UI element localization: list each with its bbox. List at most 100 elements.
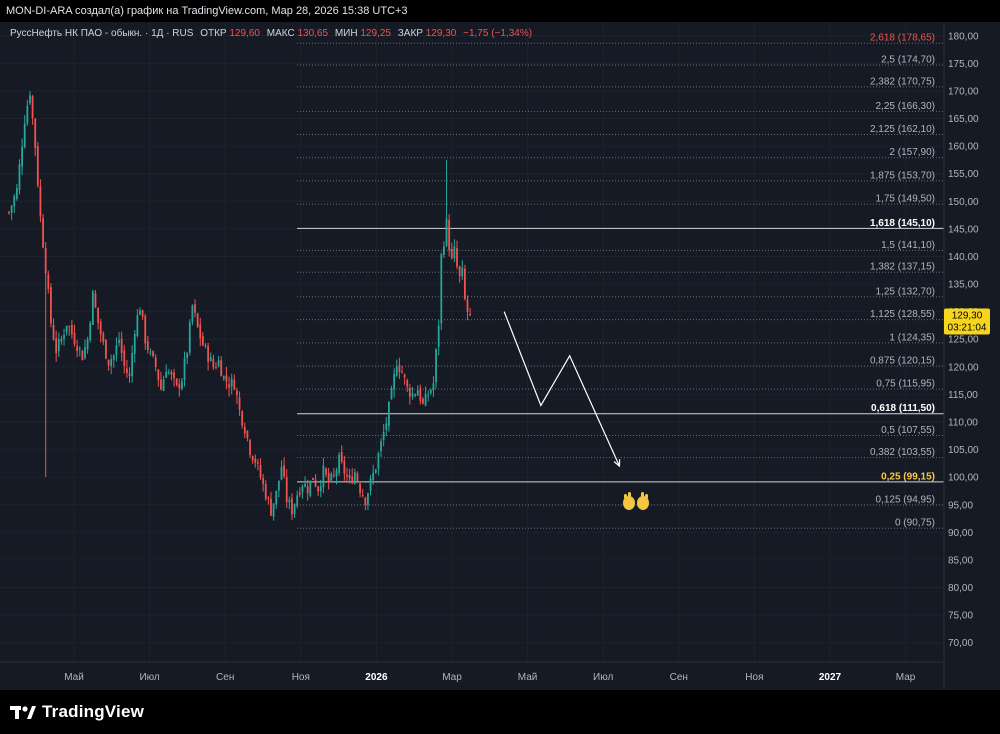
candle-body [170, 371, 173, 375]
candle-body [13, 196, 16, 207]
candle-body [398, 364, 401, 372]
candle-body [128, 373, 131, 376]
fib-level-label: 0,125 (94,95) [876, 495, 936, 506]
price-tick-label: 150,00 [948, 197, 979, 208]
current-price-badge: 129,30 03:21:04 [944, 308, 990, 335]
candle-body [461, 267, 464, 277]
legend-high: 130,65 [297, 28, 328, 39]
candle-body [10, 205, 13, 213]
candle-body [215, 367, 217, 369]
bar-countdown: 03:21:04 [948, 323, 987, 334]
scenario-line [503, 311, 621, 467]
price-tick-label: 175,00 [948, 59, 979, 70]
candle-body [285, 477, 288, 502]
fib-level-label: 0,618 (111,50) [871, 403, 935, 414]
symbol-legend: РуссНефть НК ПАО - обыкн. · 1Д · RUS ОТК… [10, 27, 532, 39]
candle-body [348, 474, 351, 479]
time-axis[interactable]: Май Июл Сен Ноя 2026 Мар Май Июл Сен Ноя 2027 Мар [64, 672, 916, 683]
legend-low-label: МИН [335, 28, 358, 39]
candle-body [42, 218, 44, 248]
candle-body [296, 495, 299, 507]
candle-body [60, 338, 63, 342]
candle-body [63, 334, 65, 340]
grid-lines [0, 22, 944, 662]
fib-level-label: 1,875 (153,70) [870, 170, 935, 181]
candle-body [435, 349, 437, 383]
fibonacci-extension[interactable]: 2,618 (178,65) 2,5 (174,70) 2,382 (170,75)… [297, 33, 944, 529]
candle-body [448, 219, 451, 251]
candle-body [327, 473, 330, 483]
time-tick-label: 2026 [365, 672, 388, 683]
candle-body [312, 477, 314, 480]
candle-body [288, 499, 291, 503]
price-tick-label: 160,00 [948, 142, 979, 153]
candle-body [319, 486, 322, 492]
candle-body [131, 353, 134, 377]
candle-body [393, 374, 396, 390]
price-tick-label: 155,00 [948, 169, 979, 180]
fib-level-label: 1,75 (149,50) [876, 194, 936, 205]
svg-text:РуссНефть НК ПАО - обыкн. · 1Д: РуссНефть НК ПАО - обыкн. · 1Д · RUS ОТК… [10, 27, 532, 39]
price-tick-label: 100,00 [948, 473, 979, 484]
candle-body [44, 247, 47, 274]
candle-body [395, 366, 398, 376]
candle-body [291, 498, 293, 515]
candle-body [241, 411, 244, 426]
candle-body [220, 360, 223, 377]
candle-body [408, 387, 411, 397]
candle-body [152, 351, 154, 357]
candle-body [23, 123, 26, 148]
candle-body [99, 321, 102, 335]
time-tick-label: Мар [442, 672, 462, 683]
candle-body [280, 467, 283, 480]
time-tick-label: Ноя [745, 672, 763, 683]
candle-body [199, 324, 202, 339]
candle-body [390, 388, 393, 400]
candle-body [141, 310, 144, 317]
candle-body [304, 483, 306, 487]
price-tick-label: 170,00 [948, 86, 979, 97]
candle-body [416, 390, 419, 396]
hands-emoji-icon [623, 492, 649, 510]
candle-body [238, 397, 241, 410]
legend-close: 129,30 [426, 28, 457, 39]
candle-body [181, 380, 183, 390]
candle-body [70, 325, 73, 335]
legend-high-label: МАКС [267, 28, 295, 39]
price-tick-label: 70,00 [948, 638, 973, 649]
tradingview-logo-icon [10, 706, 36, 719]
candle-body [183, 358, 186, 381]
candle-body [31, 96, 34, 118]
tradingview-brand: TradingView [42, 702, 145, 721]
candle-body [194, 304, 196, 313]
candle-body [437, 325, 440, 347]
candle-body [332, 474, 335, 476]
candle-body [385, 423, 388, 430]
fib-level-label: 2,618 (178,65) [870, 33, 935, 44]
candle-body [422, 398, 424, 404]
candle-body [107, 359, 110, 366]
candle-body [254, 458, 257, 464]
fib-level-label: 0,5 (107,55) [881, 425, 935, 436]
candle-body [228, 384, 230, 388]
candle-body [270, 498, 272, 516]
candle-body [359, 483, 361, 493]
candle-body [453, 246, 456, 259]
candle-body [424, 393, 427, 406]
scenario-path[interactable] [503, 311, 621, 468]
price-tick-label: 145,00 [948, 224, 979, 235]
price-tick-label: 105,00 [948, 445, 979, 456]
price-chart[interactable]: 2,618 (178,65) 2,5 (174,70) 2,382 (170,75)… [0, 22, 1000, 690]
candle-body [267, 497, 270, 499]
candle-body [78, 348, 81, 350]
fib-level-label: 1,382 (137,15) [870, 262, 935, 273]
tradingview-logo[interactable]: TradingView [10, 702, 144, 722]
candle-body [73, 332, 76, 345]
candle-body [346, 474, 348, 477]
chart-caption: MON-DI-ARA создал(а) график на TradingVi… [0, 0, 1000, 22]
candle-body [351, 476, 354, 484]
candle-body [175, 378, 178, 385]
candle-body [196, 313, 199, 327]
time-tick-label: Июл [139, 672, 159, 683]
candle-body [89, 322, 92, 341]
